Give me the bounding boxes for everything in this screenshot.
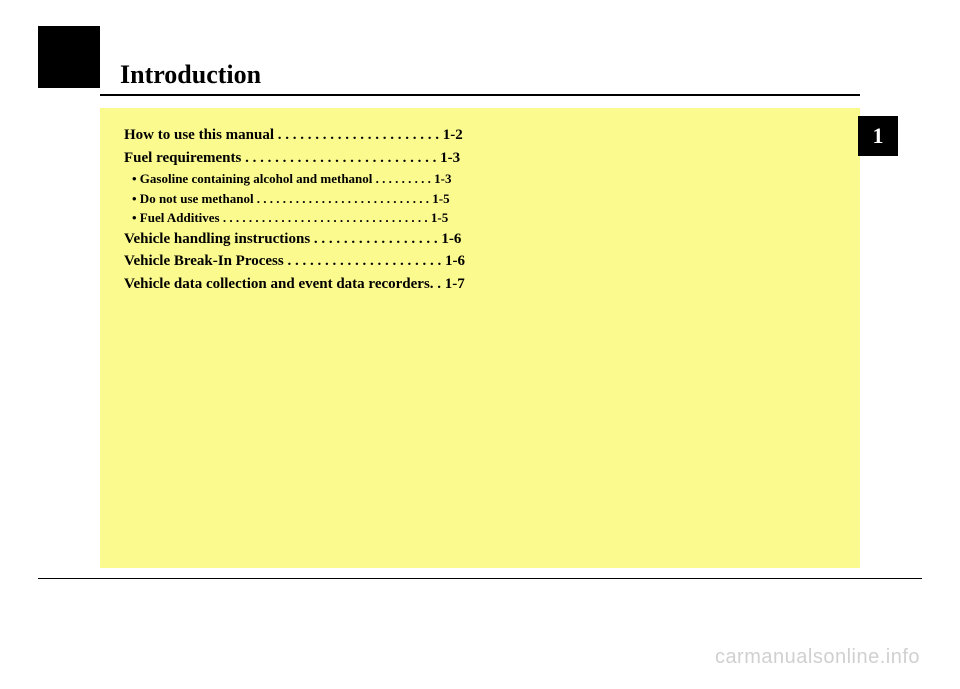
bottom-divider <box>38 578 922 579</box>
title-underline <box>100 94 860 96</box>
toc-subitem: • Do not use methanol . . . . . . . . . … <box>124 189 836 209</box>
toc-subitem: • Gasoline containing alcohol and methan… <box>124 169 836 189</box>
toc-item: Vehicle handling instructions . . . . . … <box>124 228 836 251</box>
toc-item: How to use this manual . . . . . . . . .… <box>124 124 836 147</box>
page-container: Introduction How to use this manual . . … <box>0 0 960 689</box>
chapter-title: Introduction <box>120 60 261 90</box>
toc-item: Vehicle data collection and event data r… <box>124 273 836 296</box>
chapter-number-badge: 1 <box>858 116 898 156</box>
toc-item: Vehicle Break-In Process . . . . . . . .… <box>124 250 836 273</box>
chapter-number-text: 1 <box>873 123 884 149</box>
toc-box: How to use this manual . . . . . . . . .… <box>100 108 860 568</box>
decorative-black-square <box>38 26 100 88</box>
toc-item: Fuel requirements . . . . . . . . . . . … <box>124 147 836 170</box>
watermark: carmanualsonline.info <box>715 646 920 669</box>
toc-subitem: • Fuel Additives . . . . . . . . . . . .… <box>124 208 836 228</box>
toc-list: How to use this manual . . . . . . . . .… <box>124 124 836 295</box>
